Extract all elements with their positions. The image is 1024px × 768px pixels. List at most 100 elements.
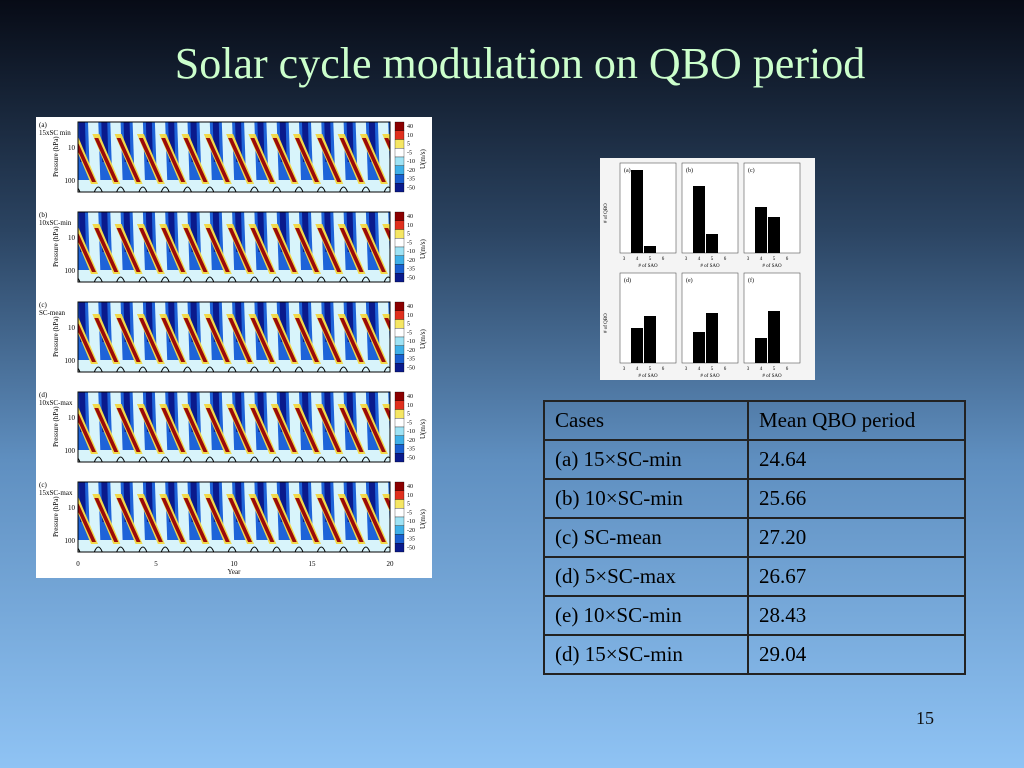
table-row: (e) 10×SC-min 28.43 bbox=[543, 595, 966, 636]
westerly-core bbox=[250, 138, 275, 182]
colorbar-tick: -10 bbox=[407, 339, 415, 345]
contour-line bbox=[93, 546, 103, 552]
westerly-core bbox=[339, 498, 364, 542]
contour-line bbox=[383, 276, 390, 282]
contour-line bbox=[249, 456, 259, 462]
contour-panel bbox=[78, 302, 390, 372]
westerly-core bbox=[183, 138, 208, 182]
colorbar-tick: 10 bbox=[407, 223, 413, 229]
westerly-core bbox=[78, 502, 96, 542]
westerly-core bbox=[183, 498, 208, 542]
westerly-core bbox=[250, 228, 275, 272]
colorbar-cell bbox=[394, 301, 405, 311]
table-cell: 24.64 bbox=[747, 439, 966, 480]
contour-line bbox=[272, 186, 282, 192]
contour-line bbox=[183, 366, 192, 372]
westerly-core bbox=[272, 228, 297, 272]
westerly-core bbox=[78, 322, 96, 362]
colorbar-cell bbox=[394, 183, 405, 193]
colorbar-cell bbox=[394, 418, 405, 428]
bar-x-tick: 3 bbox=[623, 257, 626, 262]
contour-line bbox=[249, 276, 259, 282]
colorbar-tick: -10 bbox=[407, 159, 415, 165]
table-cell: 29.04 bbox=[747, 634, 966, 675]
colorbar-cell bbox=[394, 543, 405, 553]
x-tick-label: 10 bbox=[231, 560, 239, 568]
contour-line bbox=[183, 456, 192, 462]
westerly-core bbox=[78, 142, 96, 182]
contour-line bbox=[383, 186, 390, 192]
table-cell: 28.43 bbox=[747, 595, 966, 636]
contour-line bbox=[272, 276, 282, 282]
y-tick-label: 100 bbox=[65, 357, 76, 365]
contour-line bbox=[160, 276, 170, 282]
contour-line bbox=[316, 456, 326, 462]
westerly-core bbox=[94, 498, 119, 542]
westerly-core bbox=[183, 318, 208, 362]
colorbar-tick: -50 bbox=[407, 455, 415, 461]
westerly-core bbox=[272, 138, 297, 182]
colorbar-tick: 5 bbox=[407, 412, 410, 418]
westerly-core bbox=[295, 408, 319, 452]
contour-line bbox=[339, 276, 349, 282]
colorbar-cell bbox=[394, 156, 405, 166]
bar bbox=[755, 338, 767, 363]
bar-x-tick: 3 bbox=[623, 367, 626, 372]
contour-line bbox=[205, 366, 215, 372]
colorbar-tick: -20 bbox=[407, 438, 415, 444]
colorbar-tick: 40 bbox=[407, 394, 413, 400]
westerly-core bbox=[317, 318, 342, 362]
colorbar-cell bbox=[394, 319, 405, 329]
colorbar-cell bbox=[394, 310, 405, 320]
panel-case: 10xSC-min bbox=[39, 219, 72, 227]
bar-x-tick: 4 bbox=[636, 367, 639, 372]
westerly-core bbox=[295, 498, 319, 542]
contour-line bbox=[383, 546, 390, 552]
colorbar-cell bbox=[394, 148, 405, 158]
y-tick-label: 10 bbox=[68, 504, 76, 512]
colorbar-tick: -50 bbox=[407, 185, 415, 191]
bar-x-label: # of SAO bbox=[700, 374, 720, 379]
table-cell: (e) 10×SC-min bbox=[543, 595, 749, 636]
westerly-core bbox=[250, 408, 275, 452]
contour-line bbox=[361, 186, 371, 192]
contour-line bbox=[93, 366, 103, 372]
table-cell: 26.67 bbox=[747, 556, 966, 597]
contour-line bbox=[361, 546, 371, 552]
colorbar-tick: 40 bbox=[407, 214, 413, 220]
y-tick-label: 100 bbox=[65, 447, 76, 455]
contour-line bbox=[227, 366, 237, 372]
westerly-core bbox=[361, 318, 386, 362]
colorbar-cell bbox=[394, 246, 405, 256]
colorbar-cell bbox=[394, 508, 405, 518]
colorbar-tick: -35 bbox=[407, 267, 415, 273]
contour-panel bbox=[78, 122, 390, 192]
contour-line bbox=[249, 186, 259, 192]
contour-line bbox=[205, 546, 215, 552]
westerly-core bbox=[317, 138, 342, 182]
westerly-core bbox=[228, 318, 253, 362]
colorbar-tick: 40 bbox=[407, 304, 413, 310]
contour-line bbox=[294, 276, 304, 282]
colorbar-cell bbox=[394, 499, 405, 509]
westerly-core bbox=[138, 228, 163, 272]
colorbar-cell bbox=[394, 409, 405, 419]
x-tick-label: 20 bbox=[387, 560, 395, 568]
westerly-band bbox=[78, 136, 98, 184]
westerly-core bbox=[272, 318, 297, 362]
colorbar-cell bbox=[394, 345, 405, 355]
panel-label: (b) bbox=[39, 211, 48, 219]
colorbar-cell bbox=[394, 391, 405, 401]
colorbar-cell bbox=[394, 328, 405, 338]
colorbar-tick: 10 bbox=[407, 313, 413, 319]
x-axis-label: Year bbox=[228, 568, 242, 576]
westerly-core bbox=[250, 318, 275, 362]
westerly-core bbox=[250, 498, 275, 542]
panel-frame bbox=[77, 121, 391, 193]
westerly-core bbox=[228, 138, 253, 182]
westerly-core bbox=[161, 228, 186, 272]
contour-line bbox=[361, 456, 371, 462]
bar bbox=[631, 328, 643, 363]
